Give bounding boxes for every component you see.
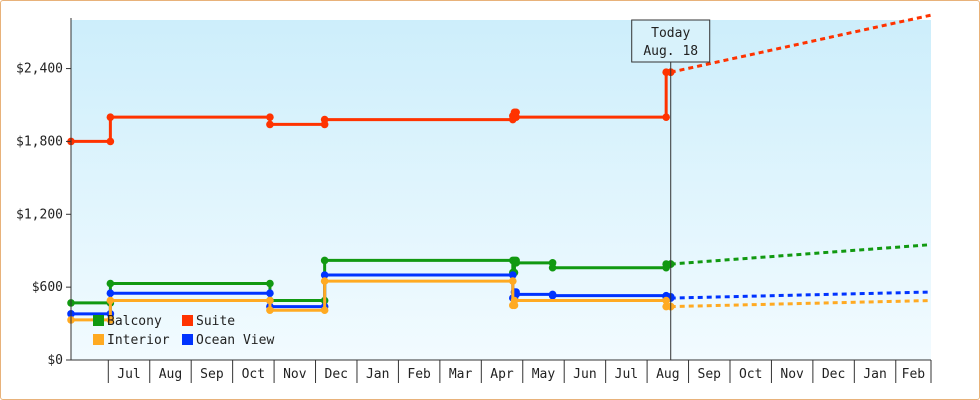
x-tick-label: Jul bbox=[615, 367, 638, 382]
forecast-line-interior bbox=[670, 299, 932, 309]
legend-swatch-balcony bbox=[93, 315, 104, 326]
series-suite bbox=[67, 13, 932, 146]
x-tick-label: Jul bbox=[117, 367, 140, 382]
x-tick-label: Feb bbox=[407, 367, 431, 382]
data-point bbox=[106, 296, 115, 305]
data-point bbox=[548, 259, 557, 267]
legend-label-suite: Suite bbox=[196, 314, 235, 329]
x-tick-label: Oct bbox=[242, 367, 265, 382]
data-point bbox=[266, 113, 274, 121]
data-point bbox=[106, 289, 115, 298]
y-tick-label: $1,800 bbox=[16, 134, 63, 149]
data-point bbox=[512, 108, 520, 117]
data-point bbox=[320, 306, 329, 315]
x-tick-label: Sep bbox=[698, 367, 722, 382]
data-point bbox=[509, 277, 517, 285]
legend: Balcony Suite Interior Ocean View bbox=[93, 314, 274, 348]
data-point bbox=[266, 289, 274, 298]
x-tick-label: Mar bbox=[449, 367, 473, 382]
x-tick-label: Aug bbox=[159, 367, 182, 382]
y-tick-label: $2,400 bbox=[16, 62, 63, 77]
data-point bbox=[662, 113, 670, 121]
x-tick-label: Aug bbox=[656, 367, 679, 382]
legend-label-balcony: Balcony bbox=[107, 314, 162, 329]
series-line-suite bbox=[71, 70, 671, 143]
forecast-line-ocean-view bbox=[670, 290, 932, 300]
data-point bbox=[320, 271, 329, 279]
legend-swatch-suite bbox=[182, 315, 193, 326]
data-point bbox=[106, 137, 115, 146]
today-label: Today bbox=[651, 26, 690, 41]
data-point bbox=[320, 120, 329, 129]
data-point bbox=[320, 277, 329, 285]
x-tick-label: Jan bbox=[863, 367, 886, 382]
x-tick-label: Nov bbox=[283, 367, 307, 382]
legend-label-ocean-view: Ocean View bbox=[196, 333, 274, 348]
data-point bbox=[662, 296, 670, 305]
data-point bbox=[106, 279, 115, 288]
data-point bbox=[106, 316, 115, 324]
x-tick-label: May bbox=[532, 367, 556, 382]
y-tick-label: $1,200 bbox=[16, 207, 63, 222]
legend-label-interior: Interior bbox=[107, 333, 170, 348]
today-marker: Today Aug. 18 bbox=[631, 19, 711, 360]
forecast-line-balcony bbox=[670, 243, 932, 266]
x-tick-label: Dec bbox=[325, 367, 348, 382]
legend-swatch-ocean-view bbox=[182, 334, 193, 345]
x-tick-label: Feb bbox=[902, 367, 926, 382]
x-tick-label: Sep bbox=[200, 367, 224, 382]
series-line-balcony bbox=[71, 258, 671, 305]
data-point bbox=[548, 290, 557, 299]
data-point bbox=[512, 256, 520, 265]
x-tick-label: Oct bbox=[739, 367, 762, 382]
y-tick-label: $600 bbox=[32, 280, 63, 295]
x-tick-label: Apr bbox=[490, 367, 514, 382]
data-point bbox=[106, 113, 115, 121]
x-tick-label: Nov bbox=[780, 367, 804, 382]
series-line-interior bbox=[71, 279, 671, 322]
data-point bbox=[320, 256, 329, 265]
plot-area bbox=[71, 20, 931, 360]
data-point bbox=[266, 296, 274, 305]
series-layer bbox=[67, 13, 932, 324]
legend-swatch-interior bbox=[93, 334, 104, 345]
data-point bbox=[510, 301, 519, 310]
x-tick-label: Jun bbox=[573, 367, 596, 382]
x-tick-label: Dec bbox=[822, 367, 845, 382]
data-point bbox=[509, 271, 517, 279]
series-interior bbox=[67, 277, 932, 324]
today-date: Aug. 18 bbox=[643, 44, 698, 59]
data-point bbox=[266, 306, 274, 315]
data-point bbox=[266, 120, 274, 129]
y-tick-label: $0 bbox=[47, 353, 63, 368]
x-tick-label: Jan bbox=[366, 367, 389, 382]
axes: $0 $600 $1,200 $1,800 $2,400 Jul Aug Sep Oct Nov D… bbox=[16, 18, 932, 383]
today-box bbox=[631, 19, 711, 63]
data-point bbox=[266, 279, 274, 288]
